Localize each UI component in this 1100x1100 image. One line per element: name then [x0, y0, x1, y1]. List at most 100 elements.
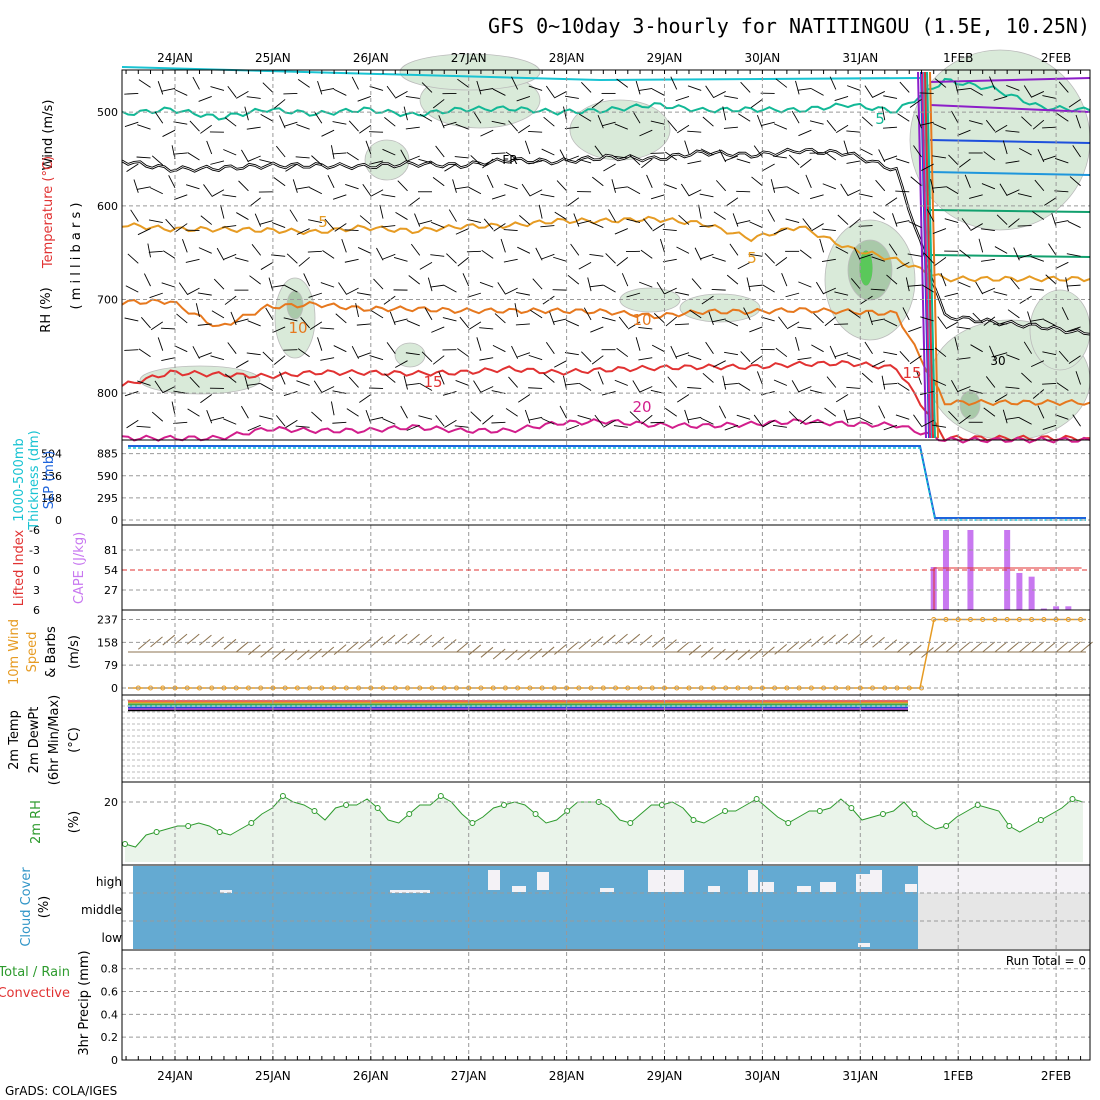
- wind-barb: [956, 357, 971, 360]
- rh2m-marker: [437, 793, 444, 799]
- wind-barb: [559, 405, 567, 419]
- wind-barb-10m: [517, 649, 530, 661]
- date-label-top: 2FEB: [1041, 51, 1071, 65]
- wind-barb: [530, 309, 543, 319]
- wind-barb: [383, 295, 396, 305]
- wind-barb: [861, 372, 873, 383]
- wind-barb: [778, 316, 788, 329]
- wind-barb: [491, 120, 506, 125]
- cloud-fill: [133, 866, 918, 949]
- wind-barb: [373, 278, 384, 290]
- wind-barb: [381, 194, 396, 198]
- wind-barb: [200, 124, 212, 134]
- wind-barb: [736, 220, 751, 225]
- wind-barb: [395, 211, 408, 220]
- wind-barb: [1029, 318, 1044, 322]
- wind-barb: [797, 326, 812, 330]
- wind-barb: [944, 218, 959, 223]
- transition-line: [929, 71, 939, 439]
- wind-barb: [564, 352, 579, 356]
- wind-barb: [542, 295, 555, 305]
- wind-barb: [468, 186, 482, 195]
- wind-barb-10m: [468, 644, 482, 656]
- cape-bar: [1028, 576, 1035, 610]
- wind-barb: [187, 408, 200, 417]
- wind-barb: [482, 158, 494, 169]
- wind-barb: [944, 292, 959, 297]
- wind10m-ylabels: 10m Wind Speed & Barbs (m/s): [7, 619, 82, 685]
- ylabel-thickness-a: 1000-500mb: [12, 438, 27, 522]
- wind-barb: [161, 282, 176, 288]
- wind-barb: [753, 414, 763, 427]
- wind-barb-10m: [211, 636, 225, 648]
- wind-barb: [934, 347, 947, 358]
- wind-barb: [246, 126, 261, 130]
- wind-barb: [592, 176, 604, 187]
- wind-barb: [702, 372, 714, 383]
- wind-barb: [317, 80, 323, 95]
- wind-barb: [430, 284, 445, 288]
- wind-barb: [273, 177, 286, 187]
- wind-barb: [775, 256, 788, 267]
- wind-barb: [356, 323, 371, 326]
- contour-label: 5: [747, 249, 757, 267]
- wind-barb: [442, 317, 457, 322]
- wind-barb: [124, 349, 139, 351]
- wind-barb-10m: [346, 641, 359, 653]
- wind-barb: [1067, 221, 1081, 228]
- wind-barb-10m: [811, 636, 824, 647]
- wind-barb-10m: [1080, 641, 1093, 653]
- cape-tick: 54: [104, 564, 118, 577]
- ylabel-rh-units: (%): [67, 811, 82, 834]
- cape-bar: [1004, 530, 1011, 610]
- wind-barb: [455, 380, 469, 386]
- wind-barb: [902, 307, 910, 321]
- wind-barb: [296, 380, 310, 386]
- wind-barb: [285, 163, 298, 172]
- wind-barb: [899, 350, 910, 362]
- ylabel-10m-wind: 10m Wind: [7, 619, 22, 685]
- wind-barb: [410, 243, 421, 256]
- wind-barb: [708, 311, 714, 326]
- wind-barb-10m: [945, 641, 959, 653]
- wind-barb: [601, 316, 616, 322]
- wind-barb: [296, 123, 310, 130]
- wind-barb: [920, 316, 934, 322]
- wind-barb: [271, 284, 286, 288]
- wind-barb: [611, 179, 616, 193]
- wind-barb: [691, 278, 702, 290]
- wind-barb: [157, 81, 164, 95]
- wind-barb: [895, 190, 910, 193]
- wind-barb: [919, 391, 934, 396]
- wind-barb: [457, 256, 469, 267]
- wind-barb: [224, 295, 237, 305]
- wind-barb-10m: [284, 649, 298, 661]
- wind-barb: [289, 209, 298, 222]
- wind-barb: [756, 114, 763, 129]
- wind-barb-10m: [737, 649, 751, 661]
- wind-barb: [480, 386, 494, 393]
- wind-barb: [813, 312, 824, 324]
- wind-barb: [223, 418, 237, 425]
- wind-barb: [616, 347, 629, 358]
- rh2m-marker: [185, 823, 192, 829]
- wind-barb: [834, 352, 849, 358]
- rh2m-marker: [753, 796, 760, 802]
- wind-barb: [335, 313, 347, 324]
- wind-barb: [969, 120, 983, 125]
- date-label-bottom: 26JAN: [353, 1069, 389, 1083]
- wind-barb-10m: [957, 641, 971, 653]
- wind-barb: [238, 180, 249, 192]
- ylabel-3hr-precip: 3hr Precip (mm): [77, 950, 92, 1055]
- wind-barb: [251, 244, 262, 256]
- wind-barb: [163, 250, 176, 259]
- rh2m-marker: [879, 811, 886, 817]
- wind-barb: [635, 337, 641, 351]
- wind-barb: [518, 394, 531, 403]
- wind-barb: [643, 218, 653, 230]
- rh2m-marker: [1069, 796, 1076, 802]
- wind-barb: [981, 287, 996, 295]
- wind-barb: [442, 391, 457, 396]
- wind-barb: [724, 155, 739, 162]
- lifted-index-tick: 3: [33, 584, 40, 597]
